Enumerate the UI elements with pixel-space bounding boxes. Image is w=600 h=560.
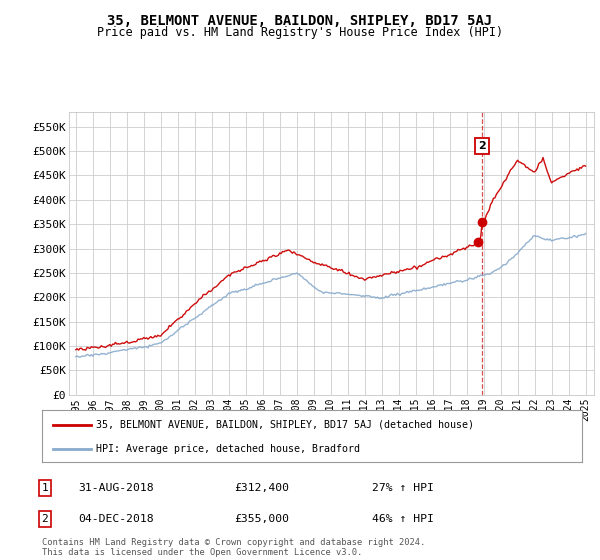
- Text: 2: 2: [478, 141, 486, 151]
- Text: £312,400: £312,400: [234, 483, 289, 493]
- Text: 31-AUG-2018: 31-AUG-2018: [78, 483, 154, 493]
- Text: Price paid vs. HM Land Registry's House Price Index (HPI): Price paid vs. HM Land Registry's House …: [97, 26, 503, 39]
- Text: £355,000: £355,000: [234, 514, 289, 524]
- Text: 2: 2: [41, 514, 49, 524]
- Text: HPI: Average price, detached house, Bradford: HPI: Average price, detached house, Brad…: [96, 444, 360, 454]
- Text: Contains HM Land Registry data © Crown copyright and database right 2024.
This d: Contains HM Land Registry data © Crown c…: [42, 538, 425, 557]
- Text: 27% ↑ HPI: 27% ↑ HPI: [372, 483, 434, 493]
- Text: 1: 1: [41, 483, 49, 493]
- Text: 04-DEC-2018: 04-DEC-2018: [78, 514, 154, 524]
- Text: 46% ↑ HPI: 46% ↑ HPI: [372, 514, 434, 524]
- Text: 35, BELMONT AVENUE, BAILDON, SHIPLEY, BD17 5AJ: 35, BELMONT AVENUE, BAILDON, SHIPLEY, BD…: [107, 14, 493, 28]
- Text: 35, BELMONT AVENUE, BAILDON, SHIPLEY, BD17 5AJ (detached house): 35, BELMONT AVENUE, BAILDON, SHIPLEY, BD…: [96, 420, 474, 430]
